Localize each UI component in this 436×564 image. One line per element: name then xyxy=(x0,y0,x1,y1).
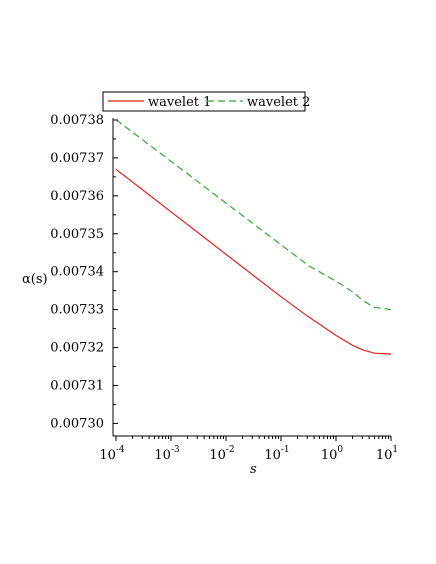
y-axis-title: α(s) xyxy=(22,272,48,287)
y-tick-label: 0.00732 xyxy=(50,341,104,356)
y-tick-label: 0.00738 xyxy=(50,113,104,128)
x-tick-label: 10-4 xyxy=(99,445,125,463)
y-tick-label: 0.00734 xyxy=(50,265,104,280)
legend-box xyxy=(102,91,306,112)
y-tick-label: 0.00736 xyxy=(50,189,104,204)
x-tick-label: 10-2 xyxy=(209,445,234,463)
legend-label-wavelet-1: wavelet 1 xyxy=(148,95,211,110)
y-tick-label: 0.00735 xyxy=(50,227,104,242)
legend: wavelet 1 wavelet 2 xyxy=(102,91,310,112)
legend-label-wavelet-2: wavelet 2 xyxy=(247,95,310,110)
series-layer xyxy=(115,119,392,355)
series-line-wavelet-2 xyxy=(115,119,392,311)
x-axis-title: s xyxy=(250,462,257,477)
y-tick-label: 0.00731 xyxy=(50,378,104,393)
x-ticks: 10-4 10-3 10-2 10-1 100 101 xyxy=(99,436,398,463)
x-tick-label: 10-3 xyxy=(154,445,180,463)
x-tick-label: 100 xyxy=(321,445,344,463)
y-tick-label: 0.00730 xyxy=(50,416,104,431)
y-ticks: 0.00730 0.00731 0.00732 0.00733 0.00734 0.007… xyxy=(50,113,118,431)
y-tick-label: 0.00737 xyxy=(50,151,104,166)
series-line-wavelet-1 xyxy=(115,168,392,355)
x-tick-label: 10-1 xyxy=(264,445,289,463)
y-tick-label: 0.00733 xyxy=(50,303,104,318)
x-tick-label: 101 xyxy=(376,445,398,463)
